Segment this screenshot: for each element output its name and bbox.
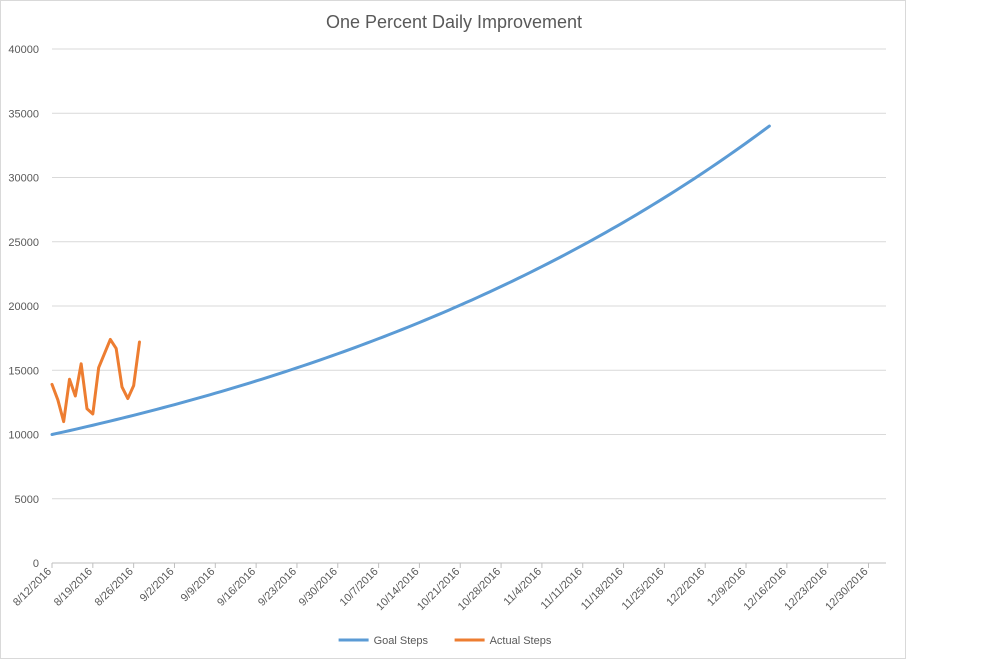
x-tick-label: 9/23/2016	[256, 566, 299, 609]
x-tick-label: 12/2/2016	[664, 566, 707, 609]
x-tick-label: 11/25/2016	[620, 566, 667, 613]
x-tick-label: 10/28/2016	[456, 566, 503, 613]
x-tick-label: 8/12/2016	[11, 566, 54, 609]
chart-frame	[0, 0, 906, 659]
x-tick-label: 10/14/2016	[374, 566, 421, 613]
x-tick-label: 10/21/2016	[415, 566, 462, 613]
y-tick-label: 25000	[8, 237, 39, 249]
x-tick-label: 12/23/2016	[782, 566, 829, 613]
y-tick-label: 30000	[8, 173, 39, 185]
legend-label: Goal Steps	[374, 635, 429, 647]
y-tick-label: 20000	[8, 301, 39, 313]
y-tick-label: 40000	[8, 44, 39, 56]
x-tick-label: 9/16/2016	[215, 566, 258, 609]
x-tick-label: 9/9/2016	[179, 566, 218, 605]
series-lines	[50, 124, 771, 436]
y-tick-label: 15000	[8, 365, 39, 377]
x-tick-label: 11/18/2016	[579, 566, 626, 613]
x-tick-label: 8/19/2016	[52, 566, 95, 609]
x-tick-label: 9/30/2016	[297, 566, 340, 609]
gridlines	[52, 48, 886, 564]
x-tick-label: 11/11/2016	[539, 566, 585, 612]
x-tick-label: 12/30/2016	[823, 566, 870, 613]
series-line-actual-steps	[50, 337, 141, 424]
y-tick-label: 5000	[15, 494, 39, 506]
x-tick-label: 12/16/2016	[742, 566, 789, 613]
chart-title: One Percent Daily Improvement	[326, 12, 582, 32]
x-tick-label: 12/9/2016	[705, 566, 748, 609]
x-tick-label: 8/26/2016	[93, 566, 136, 609]
y-tick-label: 35000	[8, 108, 39, 120]
series-line-goal-steps	[50, 124, 771, 436]
x-tick-label: 10/7/2016	[338, 566, 381, 609]
legend: Goal Steps Actual Steps	[338, 635, 552, 647]
y-axis: 0 5000 10000 15000 20000 25000 30000 35000 40000	[8, 44, 39, 570]
x-tick-label: 9/2/2016	[138, 566, 177, 605]
legend-label: Actual Steps	[490, 635, 552, 647]
x-tick-label: 11/4/2016	[502, 566, 545, 609]
y-tick-label: 10000	[8, 430, 39, 442]
y-tick-label: 0	[33, 558, 39, 570]
